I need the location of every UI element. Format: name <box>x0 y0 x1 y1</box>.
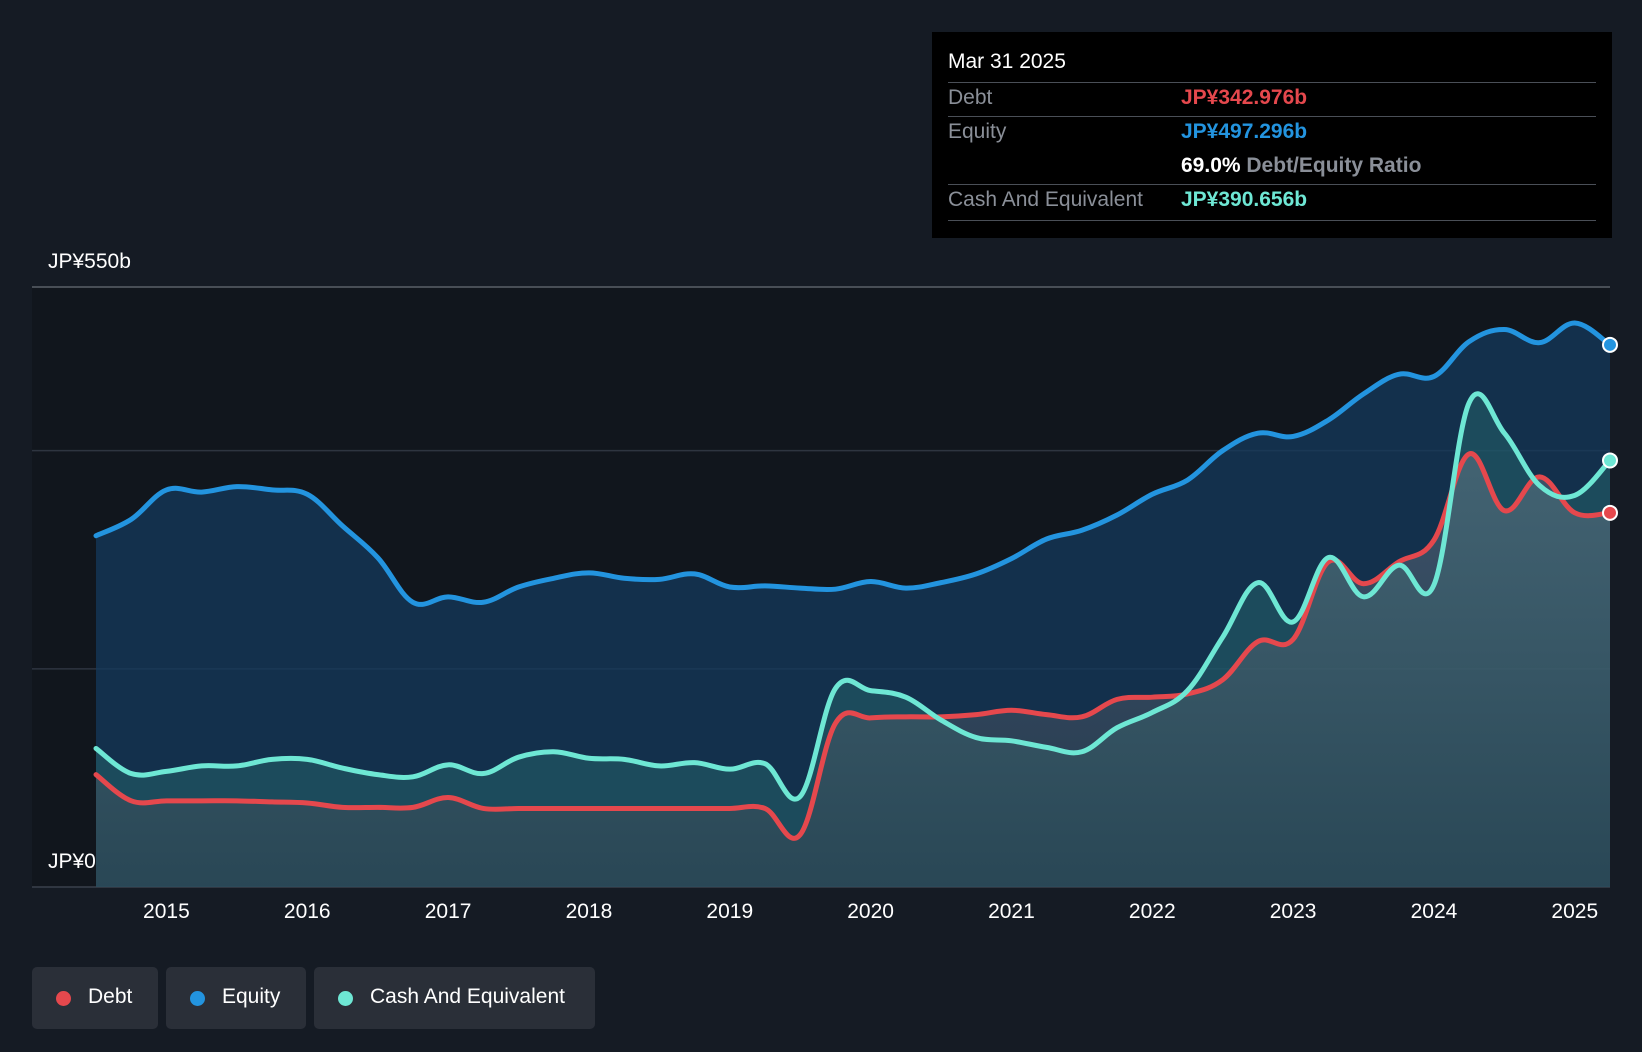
equity-dot-icon <box>190 991 205 1006</box>
legend-item-cash[interactable]: Cash And Equivalent <box>314 967 595 1029</box>
debtarea <box>96 453 1610 887</box>
tooltip-ratio-label: Debt/Equity Ratio <box>1246 154 1422 177</box>
legend-label-equity: Equity <box>222 985 281 1008</box>
equity-endpoint-marker[interactable] <box>1602 336 1618 353</box>
x-tick-label: 2017 <box>424 900 472 923</box>
x-tick-label: 2021 <box>988 900 1035 923</box>
x-tick-label: 2023 <box>1269 900 1317 923</box>
x-tick-label: 2020 <box>847 900 894 923</box>
equity-line <box>93 320 1613 607</box>
y-axis-max-label: JP¥550b <box>48 250 131 273</box>
tooltip-equity-label: Equity <box>948 120 1007 143</box>
series-lines <box>93 320 1613 841</box>
tooltip-equity-value: JP¥497.296b <box>1181 120 1308 143</box>
tooltip-debt-label: Debt <box>948 86 993 109</box>
x-tick-label: 2022 <box>1128 900 1176 923</box>
tooltip-divider <box>948 82 1596 83</box>
tooltip: Mar 31 2025 Debt JP¥342.976b Equity JP¥4… <box>932 32 1612 238</box>
legend-item-debt[interactable]: Debt <box>32 967 158 1029</box>
cash-and-equivalent-endpoint-marker[interactable] <box>1602 452 1618 469</box>
legend-label-cash: Cash And Equivalent <box>370 985 565 1008</box>
y-axis-min-label: JP¥0 <box>48 850 96 873</box>
legend-label-debt: Debt <box>88 985 133 1008</box>
debt-dot-icon <box>56 991 71 1006</box>
cash-and-equivalent-line <box>93 391 1613 802</box>
tooltip-divider <box>948 116 1596 117</box>
endpoint-markers <box>1602 336 1618 521</box>
tooltip-cash-label: Cash And Equivalent <box>948 188 1143 211</box>
cash-dot-icon <box>338 991 353 1006</box>
x-tick-label: 2025 <box>1551 900 1599 923</box>
x-tick-label: 2018 <box>565 900 613 923</box>
debt-line <box>93 451 1613 841</box>
tooltip-cash-value: JP¥390.656b <box>1181 188 1308 211</box>
tooltip-divider <box>948 220 1596 221</box>
x-tick-label: 2019 <box>706 900 754 923</box>
tooltip-debt-value: JP¥342.976b <box>1181 86 1308 109</box>
tooltip-ratio-value: 69.0% <box>1181 154 1241 177</box>
x-tick-label: 2024 <box>1410 900 1458 923</box>
series-areas <box>96 322 1610 887</box>
legend-item-equity[interactable]: Equity <box>166 967 306 1029</box>
debt-endpoint-marker[interactable] <box>1602 504 1618 521</box>
x-tick-label: 2016 <box>283 900 331 923</box>
x-tick-label: 2015 <box>143 900 190 923</box>
tooltip-divider <box>948 184 1596 185</box>
tooltip-ratio: 69.0% Debt/Equity Ratio <box>1181 154 1421 178</box>
tooltip-date: Mar 31 2025 <box>948 50 1066 73</box>
